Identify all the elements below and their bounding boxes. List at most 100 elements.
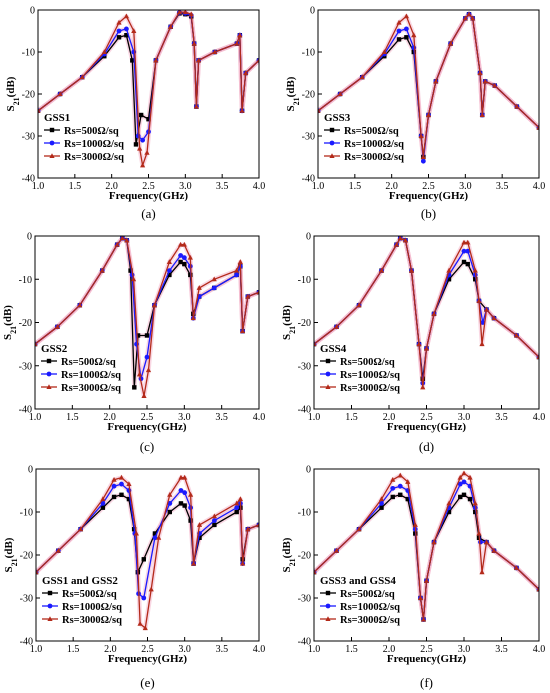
data-point <box>461 492 467 497</box>
data-point <box>78 526 84 532</box>
data-point <box>318 108 321 113</box>
data-point <box>396 28 402 34</box>
data-point <box>211 513 217 519</box>
x-tick-label: 4.0 <box>533 412 546 423</box>
legend-entry: Rs=3000Ω/sq <box>340 615 400 626</box>
data-point <box>420 616 427 622</box>
data-point <box>420 158 426 164</box>
y-tick-label: -20 <box>20 551 33 562</box>
x-tick-label: 2.0 <box>105 181 118 192</box>
y-tick-label: -40 <box>302 174 315 185</box>
legend-entry: Rs=500Ω/sq <box>340 357 395 368</box>
data-point <box>479 341 485 347</box>
data-point <box>100 505 106 510</box>
data-point <box>461 470 467 476</box>
data-point <box>119 481 124 487</box>
x-tick-label: 4.0 <box>253 644 266 655</box>
data-point <box>100 496 106 502</box>
x-tick-label: 1.5 <box>345 644 358 655</box>
legend-entry: Rs=500Ω/sq <box>62 589 117 600</box>
panel-caption: (d) <box>419 439 434 454</box>
data-point <box>479 569 485 575</box>
y-tick-label: -30 <box>302 132 315 143</box>
data-point <box>188 518 193 523</box>
panel-label: GSS3 <box>324 112 351 124</box>
legend-entry: Rs=1000Ω/sq <box>61 370 121 381</box>
data-point <box>390 494 395 500</box>
legend-entry: Rs=500Ω/sq <box>344 126 399 137</box>
data-point <box>130 276 137 282</box>
panel-label: GSS3 and GSS4 <box>320 575 396 587</box>
data-point <box>152 535 158 541</box>
data-point <box>379 501 384 506</box>
legend-entry: Rs=1000Ω/sq <box>340 370 400 381</box>
panel-label: GSS1 and GSS2 <box>42 575 118 587</box>
data-point <box>461 248 467 254</box>
legend-marker <box>325 358 331 364</box>
data-point <box>141 595 147 601</box>
data-point <box>465 248 471 254</box>
data-point <box>476 530 482 536</box>
data-point <box>123 13 129 19</box>
x-tick-label: 3.0 <box>178 644 191 655</box>
y-tick-label: -20 <box>19 318 32 329</box>
data-point <box>54 324 60 329</box>
data-point <box>446 267 452 273</box>
data-point <box>245 526 251 532</box>
data-point <box>182 261 187 267</box>
x-tick-label: 2.5 <box>141 644 154 655</box>
data-point <box>433 78 439 84</box>
data-point <box>417 595 424 600</box>
data-point <box>396 37 402 42</box>
y-tick-label: -30 <box>298 361 311 372</box>
legend-marker <box>49 153 55 158</box>
data-point <box>467 474 473 480</box>
data-point <box>79 74 85 80</box>
legend-marker <box>325 590 331 596</box>
chart-panel-c: 1.0 1.5 2.0 2.5 3.0 3.5 4.0 0 -10 -20 -30 -40 Freque… <box>2 232 265 455</box>
data-point <box>196 522 203 527</box>
x-axis-label: Frequency(GHz) <box>389 190 469 202</box>
data-point <box>466 11 472 17</box>
y-tick-label: -40 <box>20 637 33 648</box>
data-point <box>416 341 422 347</box>
y-tick-label: -10 <box>20 508 33 519</box>
x-tick-label: 1.0 <box>312 181 325 192</box>
legend-marker <box>49 140 55 146</box>
x-tick-label: 2.5 <box>422 181 435 192</box>
x-tick-label: 2.5 <box>420 412 433 423</box>
data-point <box>111 476 117 482</box>
data-point <box>478 539 483 545</box>
data-point <box>448 40 454 46</box>
x-tick-label: 2.0 <box>383 644 396 655</box>
y-tick-label: -20 <box>302 90 315 101</box>
y-tick-label: 0 <box>310 6 315 17</box>
x-axis-label: Frequency(GHz) <box>108 653 188 665</box>
data-point <box>124 26 129 32</box>
legend-entry: Rs=1000Ω/sq <box>62 602 122 613</box>
data-point <box>151 302 158 308</box>
data-point <box>237 32 243 38</box>
data-point <box>390 476 396 482</box>
y-axis-label: S21(dB) <box>281 305 297 340</box>
y-tick-label: 0 <box>27 232 32 243</box>
series-line-1 <box>36 494 259 573</box>
panel-caption: (f) <box>420 675 433 690</box>
data-point <box>396 19 402 25</box>
x-tick-label: 2.5 <box>142 181 155 192</box>
data-point <box>178 259 183 265</box>
data-point <box>333 547 340 553</box>
data-point <box>188 492 194 497</box>
data-point <box>182 474 188 480</box>
y-tick-label: 0 <box>306 465 311 476</box>
y-tick-label: -10 <box>22 48 35 59</box>
data-point <box>402 237 409 243</box>
data-point <box>116 35 122 40</box>
x-tick-label: 1.5 <box>66 412 79 423</box>
x-tick-label: 2.5 <box>141 412 154 423</box>
data-point <box>256 522 259 527</box>
y-tick-label: -10 <box>302 48 315 59</box>
data-point <box>128 268 133 273</box>
x-tick-label: 3.5 <box>215 412 228 423</box>
data-point <box>398 492 403 497</box>
